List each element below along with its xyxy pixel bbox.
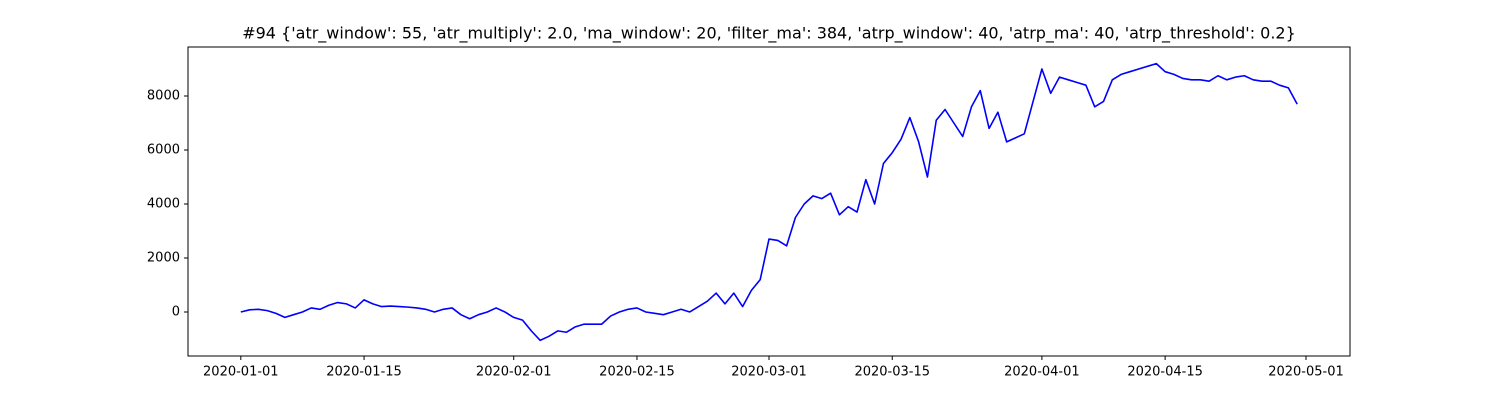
y-tick-label: 8000 [147, 89, 180, 104]
x-tick-label: 2020-01-01 [203, 365, 279, 380]
y-tick-label: 2000 [147, 250, 180, 265]
x-tick-label: 2020-05-01 [1268, 365, 1344, 380]
x-tick-label: 2020-03-15 [854, 365, 930, 380]
x-tick-label: 2020-01-15 [326, 365, 402, 380]
x-tick-label: 2020-02-01 [476, 365, 552, 380]
x-tick-label: 2020-04-01 [1004, 365, 1080, 380]
chart-title: #94 {'atr_window': 55, 'atr_multiply': 2… [242, 24, 1296, 44]
y-tick-label: 0 [172, 304, 180, 319]
y-tick-label: 4000 [147, 196, 180, 211]
x-tick-label: 2020-02-15 [599, 365, 675, 380]
line-series [240, 62, 1298, 342]
x-tick-label: 2020-03-01 [731, 365, 807, 380]
y-tick-label: 6000 [147, 143, 180, 158]
x-tick-label: 2020-04-15 [1127, 365, 1203, 380]
